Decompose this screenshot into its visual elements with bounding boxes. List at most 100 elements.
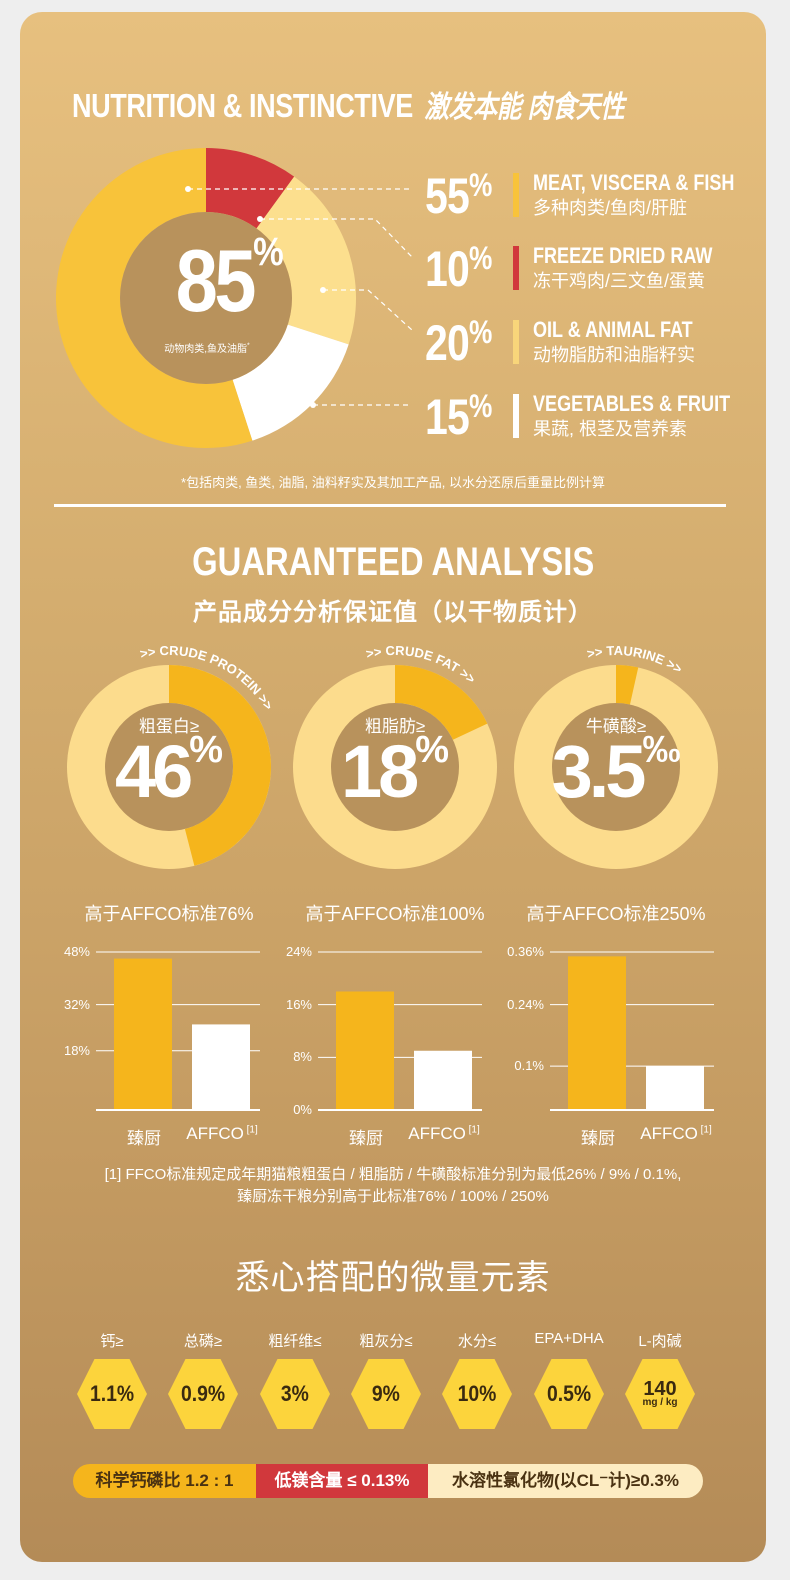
bar-affco — [414, 1050, 472, 1110]
analysis-donut-2: >> CRUDE FAT >> — [293, 643, 497, 869]
section-divider — [54, 504, 726, 507]
bar-affco — [646, 1066, 704, 1110]
pill-segment-1: 科学钙磷比 1.2 : 1 — [73, 1464, 256, 1498]
ratio-pill: 科学钙磷比 1.2 : 1 低镁含量 ≤ 0.13% 水溶性氯化物(以CL⁻计)≥0… — [73, 1464, 703, 1498]
affco-standard: 高于AFFCO标准250% — [526, 904, 706, 924]
trace-label: 水分≤ — [457, 1333, 497, 1350]
bar-product — [114, 958, 172, 1110]
trace-label: EPA+DHA — [534, 1330, 604, 1347]
composition-donut — [55, 148, 413, 449]
y-tick-label: 0.36% — [507, 944, 544, 959]
center-value: 85 — [175, 231, 257, 330]
trace-label: 粗纤维≤ — [268, 1333, 322, 1350]
bar-chart-3 — [550, 951, 714, 1111]
affco-note-line1: [1] FFCO标准规定成年期猫粮粗蛋白 / 粗脂肪 / 牛磺酸标准分别为最低2… — [104, 1166, 682, 1183]
trace-hexagon: 140 mg / kg — [625, 1359, 695, 1429]
center-unit: % — [253, 230, 284, 274]
x-category-label: AFFCO [1] — [640, 1124, 712, 1143]
donut-segment-4 — [232, 324, 349, 441]
y-tick-label: 16% — [285, 996, 312, 1012]
legend-color-bar — [513, 320, 519, 364]
affco-standard: 高于AFFCO标准100% — [305, 904, 485, 924]
donut-hole — [105, 703, 233, 831]
legend-percent: 10% — [425, 240, 492, 297]
trace-unit: mg / kg — [642, 1397, 678, 1408]
donut-value: 46% — [114, 729, 224, 813]
section1-footnote: *包括肉类, 鱼类, 油脂, 油料籽实及其加工产品, 以水分还原后重量比例计算 — [181, 475, 605, 490]
donut-value: 18% — [340, 729, 450, 813]
infographic-card: NUTRITION & INSTINCTIVE 激发本能 肉食天性 85% 动物肉… — [20, 12, 766, 1562]
legend-label-en: OIL & ANIMAL FAT — [533, 317, 693, 342]
title-en: NUTRITION & INSTINCTIVE — [72, 87, 413, 124]
trace-value: 10% — [457, 1381, 497, 1406]
y-tick-label: 18% — [63, 1042, 90, 1058]
legend-label-en: VEGETABLES & FRUIT — [533, 391, 731, 416]
pill-segment-3: 水溶性氯化物(以CL⁻计)≥0.3% — [428, 1464, 703, 1498]
x-category-label: 臻厨 — [349, 1129, 383, 1148]
bar-chart-1 — [96, 951, 260, 1111]
donut-segment-2 — [206, 148, 295, 229]
donut-hole — [120, 212, 292, 384]
y-tick-label: 0.24% — [507, 996, 544, 1012]
donut-label: 粗脂肪≥ — [364, 717, 426, 736]
donut-segment-1 — [55, 148, 253, 449]
section3-title: 悉心搭配的微量元素 — [235, 1259, 551, 1297]
section2-subtitle: 产品成分分析保证值（以干物质计） — [193, 599, 593, 626]
trace-value: 0.9% — [180, 1381, 226, 1406]
legend-percent: 55% — [425, 167, 492, 224]
bar-chart-2 — [318, 951, 482, 1111]
y-tick-label: 0% — [293, 1102, 312, 1117]
pill-segment-2: 低镁含量 ≤ 0.13% — [256, 1464, 428, 1498]
donut-fill — [616, 665, 639, 705]
trace-label: 总磷≥ — [183, 1333, 223, 1350]
donut-hole — [331, 703, 459, 831]
trace-label: L-肉碱 — [638, 1333, 682, 1350]
trace-value: 3% — [281, 1381, 309, 1406]
x-category-label: 臻厨 — [127, 1129, 161, 1148]
bar-product — [568, 956, 626, 1110]
section2-title: GUARANTEED ANALYSIS — [191, 540, 595, 584]
section1-title: NUTRITION & INSTINCTIVE 激发本能 肉食天性 — [72, 82, 625, 126]
leader-dots — [185, 186, 326, 408]
donut-fill — [169, 665, 272, 866]
affco-note: [1] FFCO标准规定成年期猫粮粗蛋白 / 粗脂肪 / 牛磺酸标准分别为最低2… — [20, 1164, 766, 1208]
legend-percent: 15% — [425, 388, 492, 445]
leader-lines — [188, 188, 413, 406]
legend-label-en: MEAT, VISCERA & FISH — [533, 170, 735, 195]
y-tick-label: 0.1% — [514, 1058, 544, 1074]
trace-value: 1.1% — [89, 1381, 135, 1406]
bar-product — [336, 991, 394, 1110]
analysis-donut-3: >> TAURINE >> — [514, 643, 718, 869]
donut-center: 85% — [148, 230, 308, 332]
legend-color-bar — [513, 394, 519, 438]
donut-fill — [395, 665, 488, 740]
legend-percent: 20% — [425, 314, 492, 371]
affco-standard: 高于AFFCO标准76% — [84, 904, 254, 924]
trace-value: 9% — [372, 1381, 400, 1406]
legend-color-bar — [513, 246, 519, 290]
center-caption: 动物肉类,鱼及油脂* — [164, 342, 250, 355]
y-tick-label: 8% — [293, 1049, 312, 1065]
legend-label-cn: 冻干鸡肉/三文鱼/蛋黄 — [533, 271, 706, 291]
x-category-label: AFFCO [1] — [186, 1124, 258, 1143]
legend-label-cn: 动物脂肪和油脂籽实 — [533, 345, 695, 365]
bar-affco — [192, 1024, 250, 1110]
donut-value: 3.5‰ — [551, 729, 681, 813]
trace-label: 钙≥ — [100, 1333, 124, 1350]
donut-label: 粗蛋白≥ — [138, 717, 200, 736]
y-tick-label: 48% — [63, 944, 90, 959]
trace-hexagon: 0.5% — [534, 1359, 604, 1429]
legend-color-bar — [513, 173, 519, 217]
trace-value: 0.5% — [546, 1381, 592, 1406]
x-category-label: 臻厨 — [581, 1129, 615, 1148]
donut-hole — [552, 703, 680, 831]
legend-label-en: FREEZE DRIED RAW — [533, 243, 713, 268]
affco-note-line2: 臻厨冻干粮分别高于此标准76% / 100% / 250% — [237, 1188, 549, 1205]
legend-label-cn: 多种肉类/鱼肉/肝脏 — [533, 198, 688, 218]
y-tick-label: 32% — [63, 996, 90, 1012]
title-cn: 激发本能 肉食天性 — [424, 91, 625, 124]
trace-label: 粗灰分≤ — [359, 1333, 413, 1350]
trace-value: 140 — [643, 1378, 677, 1400]
legend-label-cn: 果蔬, 根茎及营养素 — [533, 419, 688, 439]
analysis-donut-1: >> CRUDE PROTEIN >> — [67, 643, 276, 869]
